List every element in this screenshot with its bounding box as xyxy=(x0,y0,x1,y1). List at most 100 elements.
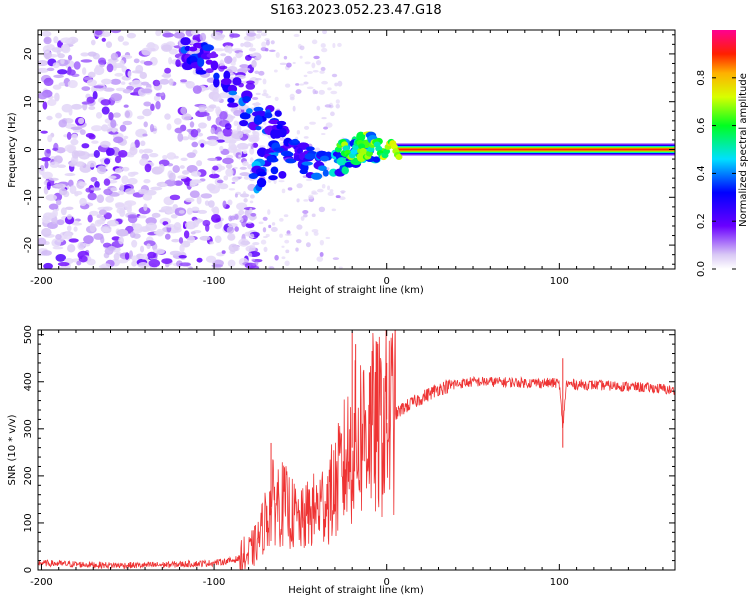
heatmap-noise-blob xyxy=(331,73,338,78)
heatmap-noise-blob xyxy=(132,223,143,232)
heatmap-noise-blob xyxy=(136,115,145,120)
heatmap-noise-blob xyxy=(198,122,207,129)
colorbar-tick-label: 0.4 xyxy=(696,165,707,181)
heatmap-noise-blob xyxy=(296,129,301,135)
heatmap-noise-blob xyxy=(321,183,326,189)
heatmap-noise-blob xyxy=(159,92,165,97)
heatmap-noise-blob xyxy=(214,235,222,243)
heatmap-noise-blob xyxy=(316,188,324,193)
heatmap-noise-blob xyxy=(265,95,272,99)
heatmap-noise-blob xyxy=(240,42,245,47)
heatmap-noise-blob xyxy=(52,84,62,90)
heatmap-noise-blob xyxy=(130,79,143,88)
heatmap-noise-blob xyxy=(87,160,97,168)
heatmap-noise-blob xyxy=(306,86,314,90)
heatmap-noise-blob xyxy=(127,177,138,185)
heatmap-noise-blob xyxy=(247,252,253,258)
heatmap-noise-blob xyxy=(260,32,267,37)
heatmap-signal-blob xyxy=(276,124,283,130)
heatmap-noise-blob xyxy=(166,152,177,160)
heatmap-noise-blob xyxy=(231,176,239,182)
heatmap-signal-blob xyxy=(341,166,349,175)
heatmap-noise-blob xyxy=(164,113,171,120)
heatmap-noise-blob xyxy=(178,237,184,244)
heatmap-noise-blob xyxy=(100,263,111,269)
heatmap-noise-blob xyxy=(51,47,63,53)
heatmap-noise-blob xyxy=(100,140,111,148)
heatmap-noise-blob xyxy=(324,104,332,108)
heatmap-noise-blob xyxy=(200,193,213,199)
heatmap-noise-blob xyxy=(230,108,236,112)
heatmap-noise-blob xyxy=(258,221,264,225)
heatmap-noise-blob xyxy=(316,60,322,66)
heatmap-signal-blob xyxy=(350,148,358,155)
heatmap-noise-blob xyxy=(314,90,318,95)
heatmap-noise-blob xyxy=(164,233,171,240)
heatmap-signal-blob xyxy=(239,119,249,127)
heatmap-noise-blob xyxy=(311,229,319,233)
heatmap-noise-blob xyxy=(173,222,182,231)
heatmap-noise-blob xyxy=(252,142,259,148)
heatmap-x-tick-label: 100 xyxy=(550,276,569,287)
heatmap-noise-blob xyxy=(246,32,257,37)
heatmap-noise-blob xyxy=(197,132,204,137)
heatmap-y-tick-label: -10 xyxy=(23,189,34,205)
heatmap-noise-blob xyxy=(139,71,148,80)
snr-x-tick-label: -100 xyxy=(203,577,226,588)
snr-panel: -200 -100 0 100 0 100 200 300 400 500 Height of … xyxy=(7,325,676,596)
heatmap-x-ticks: -200 -100 0 100 xyxy=(30,30,664,287)
heatmap-signal-blob xyxy=(274,110,282,117)
heatmap-noise-blob xyxy=(123,200,133,210)
heatmap-noise-blob xyxy=(238,154,242,158)
heatmap-noise-blob xyxy=(189,190,200,199)
heatmap-noise-blob xyxy=(313,231,319,236)
heatmap-noise-blob xyxy=(127,70,132,78)
heatmap-noise-blob xyxy=(52,147,59,151)
heatmap-noise-blob xyxy=(218,183,229,190)
heatmap-noise-blob xyxy=(68,107,73,116)
heatmap-noise-blob xyxy=(100,99,111,106)
heatmap-noise-blob xyxy=(60,58,65,65)
heatmap-noise-blob xyxy=(140,88,153,94)
heatmap-noise-blob xyxy=(212,87,219,96)
heatmap-signal-blob xyxy=(210,60,219,71)
heatmap-noise-blob xyxy=(191,141,199,148)
heatmap-noise-blob xyxy=(231,181,236,184)
heatmap-noise-blob xyxy=(144,163,152,173)
heatmap-noise-blob xyxy=(43,77,54,87)
heatmap-noise-blob xyxy=(104,158,111,165)
heatmap-noise-blob xyxy=(305,242,311,248)
heatmap-noise-blob xyxy=(119,124,127,132)
heatmap-noise-blob xyxy=(110,93,123,102)
heatmap-noise-blob xyxy=(147,251,157,259)
heatmap-noise-blob xyxy=(66,225,72,232)
heatmap-noise-blob xyxy=(67,244,76,253)
heatmap-noise-blob xyxy=(161,258,173,264)
heatmap-noise-blob xyxy=(142,108,152,117)
heatmap-noise-blob xyxy=(87,51,97,57)
heatmap-noise-blob xyxy=(298,83,305,86)
heatmap-noise-blob xyxy=(101,78,112,85)
heatmap-noise-blob xyxy=(138,261,149,269)
heatmap-noise-blob xyxy=(141,81,149,86)
heatmap-signal-blob xyxy=(268,175,278,181)
heatmap-noise-blob xyxy=(80,59,93,63)
heatmap-signal-blob xyxy=(242,96,251,103)
heatmap-noise-blob xyxy=(239,217,244,223)
heatmap-noise-blob xyxy=(281,245,285,248)
heatmap-noise-blob xyxy=(247,30,255,33)
heatmap-noise-blob xyxy=(311,213,316,218)
heatmap-noise-blob xyxy=(305,231,309,237)
heatmap-noise-blob xyxy=(220,34,226,38)
heatmap-noise-blob xyxy=(207,200,215,208)
heatmap-noise-blob xyxy=(320,133,326,136)
heatmap-noise-blob xyxy=(199,32,207,42)
heatmap-noise-blob xyxy=(327,185,331,191)
heatmap-noise-blob xyxy=(292,105,296,112)
heatmap-noise-blob xyxy=(223,175,229,181)
heatmap-noise-blob xyxy=(96,219,104,225)
heatmap-noise-blob xyxy=(246,80,255,85)
heatmap-noise-blob xyxy=(255,33,262,39)
heatmap-noise-blob xyxy=(118,150,128,158)
heatmap-noise-blob xyxy=(46,181,51,190)
